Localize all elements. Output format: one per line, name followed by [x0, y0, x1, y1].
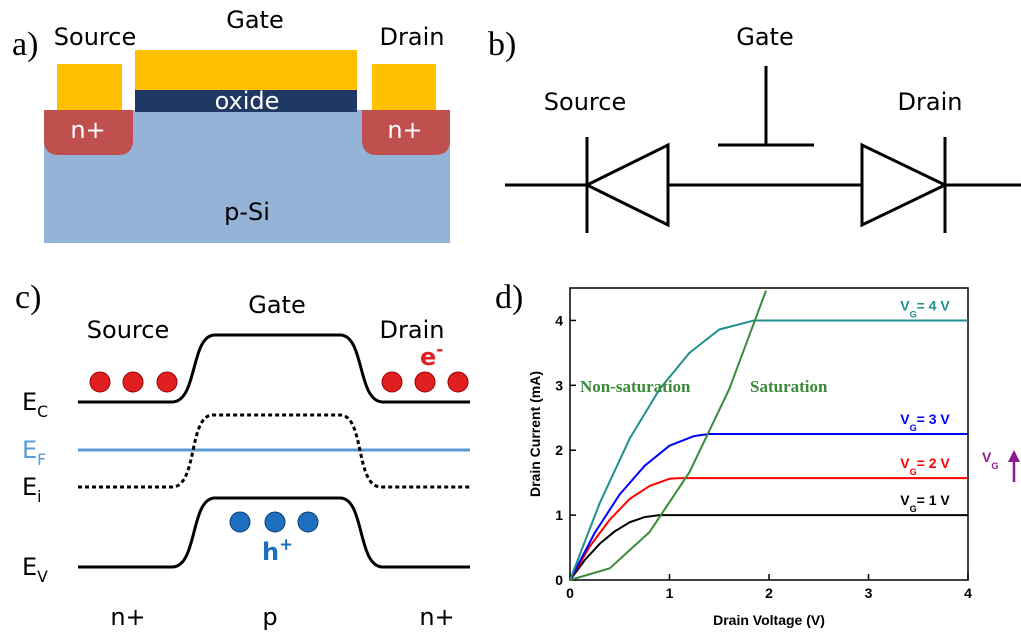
label: h+ [262, 534, 293, 566]
label-part: = 3 V [917, 411, 951, 427]
label: oxide [215, 87, 280, 115]
label: n+ [70, 116, 105, 144]
y-tick-label: 1 [555, 507, 563, 523]
label-part: E [22, 473, 37, 501]
series-line [570, 515, 968, 580]
label-part: G [910, 423, 917, 433]
label: n+ [419, 603, 454, 631]
label: n+ [387, 116, 422, 144]
gate-contact [135, 50, 357, 90]
electrons [90, 372, 468, 392]
panel-label: d) [495, 279, 523, 316]
label: EC [22, 388, 48, 421]
label: p [262, 603, 277, 631]
label: Gate [736, 23, 793, 51]
label-part: i [37, 488, 41, 506]
panel-label: c) [15, 279, 41, 316]
label-part: e [420, 343, 436, 371]
label: Ei [22, 473, 42, 506]
panel-label: a) [12, 26, 38, 63]
label-part: = 2 V [917, 455, 951, 471]
label: Gate [226, 6, 283, 34]
annotation: Non-saturation [580, 377, 691, 396]
label: Source [87, 316, 169, 344]
x-tick-label: 4 [964, 585, 972, 601]
label: EV [22, 553, 48, 586]
label: VG= 4 V [900, 297, 950, 319]
y-axis-title: Drain Current (mA) [527, 371, 543, 497]
label: VG= 2 V [900, 455, 950, 477]
label: Drain [380, 316, 445, 344]
label: VG= 3 V [900, 411, 950, 433]
y-tick-label: 2 [555, 442, 563, 458]
label: VG [982, 449, 998, 471]
label-part: h [262, 538, 279, 566]
figure: a) Source Gate Drain oxide n+ n+ p-Si b)… [0, 0, 1021, 643]
label-part: = 1 V [917, 492, 951, 508]
x-tick-label: 0 [566, 585, 574, 601]
label-part: C [37, 403, 48, 421]
label-part: E [22, 553, 37, 581]
x-tick-label: 2 [765, 585, 773, 601]
panel-label: b) [488, 26, 516, 63]
series-line [570, 320, 968, 580]
label-part: - [436, 339, 443, 359]
y-tick-label: 4 [555, 312, 563, 328]
x-axis-title: Drain Voltage (V) [713, 612, 825, 628]
label: Source [54, 23, 136, 51]
x-tick-label: 3 [865, 585, 873, 601]
label: EF [22, 436, 46, 469]
label: Gate [248, 291, 305, 319]
label: VG= 1 V [900, 492, 950, 514]
x-tick-label: 1 [666, 585, 674, 601]
label-part: V [37, 568, 48, 586]
label: e- [420, 339, 443, 371]
label: Drain [898, 88, 963, 116]
label-part: E [22, 436, 37, 464]
label: p-Si [224, 198, 270, 226]
arrow-head [1008, 450, 1020, 462]
label: Source [544, 88, 626, 116]
boundary-line [570, 291, 766, 580]
drain-contact [372, 64, 436, 110]
y-tick-label: 3 [555, 377, 563, 393]
label-part: G [910, 309, 917, 319]
label-part: G [991, 461, 998, 471]
source-contact [57, 64, 122, 110]
label-part: F [37, 451, 46, 469]
label-part: G [910, 467, 917, 477]
label-part: G [910, 504, 917, 514]
label-part: + [279, 534, 293, 554]
label: n+ [110, 603, 145, 631]
holes [230, 512, 318, 532]
label: Drain [380, 23, 445, 51]
label-part: = 4 V [917, 297, 951, 313]
y-tick-label: 0 [555, 572, 563, 588]
label-part: E [22, 388, 37, 416]
annotation: Saturation [750, 377, 828, 396]
